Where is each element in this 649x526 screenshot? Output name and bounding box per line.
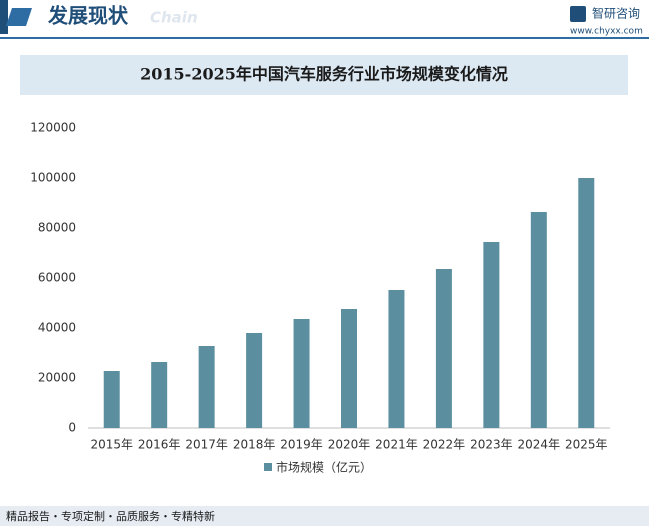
logo-text: 智研咨询: [592, 6, 640, 21]
bar: [483, 242, 500, 428]
bar: [151, 362, 168, 428]
x-tick-label: 2018年: [233, 438, 276, 452]
x-tick-label: 2020年: [328, 438, 371, 452]
x-tick-label: 2022年: [423, 438, 466, 452]
x-tick-label: 2025年: [565, 438, 608, 452]
plot: 0 20000 40000 60000 80000 100000 120000 2015年 20…: [30, 121, 610, 475]
y-tick-label: 40000: [38, 321, 76, 335]
y-tick-label: 100000: [30, 171, 76, 185]
bar: [198, 346, 215, 428]
bar: [246, 333, 263, 428]
y-tick-label: 20000: [38, 371, 76, 385]
header-title: 发展现状: [47, 4, 129, 28]
y-tick-label: 0: [68, 421, 76, 435]
header-watermark: Chain: [150, 9, 198, 27]
legend-swatch: [264, 463, 272, 471]
x-tick-label: 2015年: [90, 438, 133, 452]
y-tick-label: 80000: [38, 221, 76, 235]
bar: [341, 309, 357, 428]
bar: [293, 319, 310, 428]
bar: [103, 371, 120, 428]
x-tick-label: 2024年: [518, 438, 561, 452]
bar: [578, 178, 595, 428]
bar: [435, 269, 452, 428]
logo-icon: [570, 6, 586, 22]
title-box: [20, 55, 628, 95]
bar: [530, 212, 547, 428]
x-tick-label: 2016年: [138, 438, 181, 452]
footer-text: 精品报告・专项定制・品质服务・专精特新: [6, 509, 215, 523]
header-icon: [6, 8, 32, 26]
x-tick-label: 2021年: [375, 438, 418, 452]
x-tick-label: 2023年: [470, 438, 513, 452]
y-tick-label: 60000: [38, 271, 76, 285]
website: www.chyxx.com: [570, 27, 643, 37]
x-tick-label: 2019年: [280, 438, 323, 452]
y-tick-label: 120000: [30, 121, 76, 135]
bar: [388, 290, 405, 428]
header-accent: [0, 0, 8, 34]
x-tick-label: 2017年: [185, 438, 228, 452]
footer-bar: [0, 506, 649, 526]
legend-label: 市场规模（亿元）: [276, 460, 372, 475]
chart-title: 2015-2025年中国汽车服务行业市场规模变化情况: [140, 65, 508, 84]
